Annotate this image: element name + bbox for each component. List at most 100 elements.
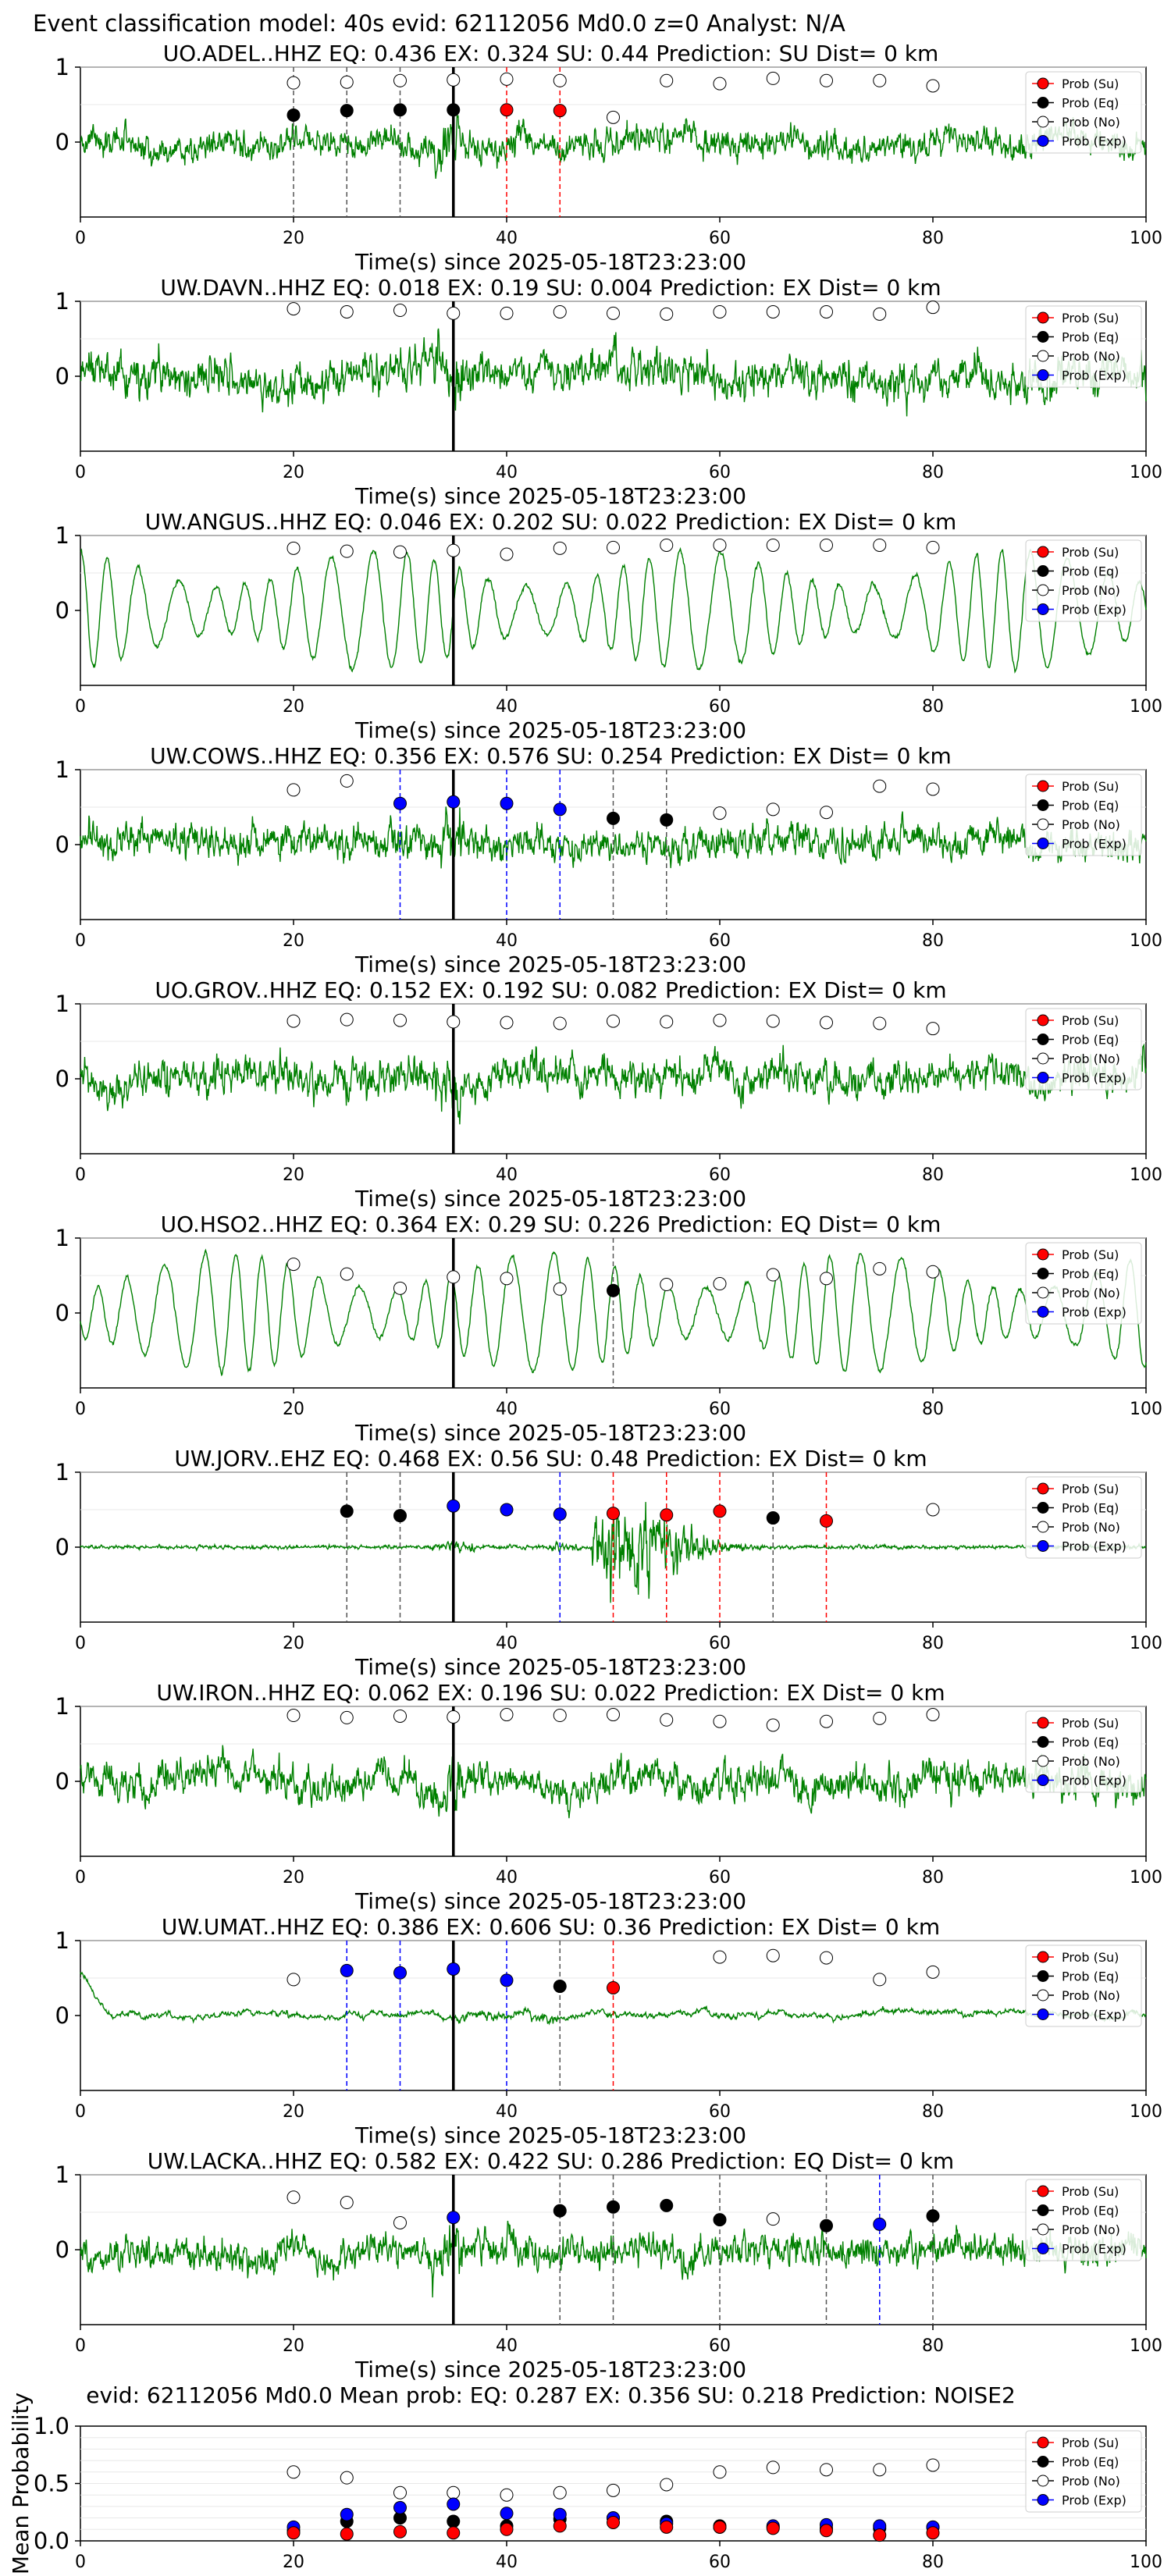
- legend-label-su: Prob (Su): [1062, 779, 1119, 794]
- panel-3: UW.ANGUS..HHZ EQ: 0.046 EX: 0.202 SU: 0.…: [55, 509, 1162, 743]
- noise-prob-marker: [926, 1503, 940, 1517]
- x-axis-label: Time(s) since 2025-05-18T23:23:00: [354, 249, 746, 275]
- legend-marker-exp: [1037, 135, 1049, 147]
- x-tick-label: 0: [75, 2102, 86, 2122]
- legend-label-eq: Prob (Eq): [1062, 2204, 1119, 2218]
- noise-prob-marker: [553, 1709, 567, 1723]
- noise-prob-marker: [660, 73, 674, 87]
- noise-prob-marker: [500, 1016, 514, 1030]
- legend-label-no: Prob (No): [1062, 1988, 1120, 2003]
- legend-label-exp: Prob (Exp): [1062, 368, 1127, 383]
- y-tick-label: 0: [55, 1768, 69, 1795]
- legend-marker-exp: [1037, 369, 1049, 381]
- x-tick-label: 0: [75, 1634, 86, 1653]
- legend-marker-no: [1037, 818, 1049, 831]
- legend-label-exp: Prob (Exp): [1062, 1774, 1127, 1788]
- exp-prob-marker: [447, 795, 461, 809]
- legend-label-no: Prob (No): [1062, 817, 1120, 832]
- noise-prob-marker: [340, 75, 354, 89]
- x-tick-label: 100: [1130, 2553, 1162, 2572]
- y-tick-label: 0: [55, 597, 69, 624]
- legend-marker-eq: [1037, 97, 1049, 109]
- su-prob-marker: [607, 1980, 620, 1994]
- no-mean-prob-marker: [766, 2460, 780, 2475]
- exp-prob-marker: [340, 1963, 354, 1977]
- noise-prob-marker: [287, 1973, 301, 1987]
- legend-marker-exp: [1037, 1540, 1049, 1552]
- x-axis-label: Time(s) since 2025-05-18T23:23:00: [354, 717, 746, 743]
- noise-prob-marker: [500, 1708, 514, 1722]
- y-tick-label: 0: [55, 1300, 69, 1326]
- waveform-trace: [80, 113, 1147, 180]
- legend-label-no: Prob (No): [1062, 2222, 1120, 2237]
- noise-prob-marker: [713, 304, 727, 318]
- legend-label-su: Prob (Su): [1062, 2435, 1119, 2450]
- x-tick-label: 100: [1130, 1165, 1162, 1185]
- noise-prob-marker: [447, 306, 461, 320]
- panel-11: evid: 62112056 Md0.0 Mean prob: EQ: 0.28…: [8, 2382, 1162, 2574]
- legend-label-exp: Prob (Exp): [1062, 603, 1127, 617]
- eq-prob-marker: [607, 811, 620, 825]
- exp-prob-marker: [447, 1962, 461, 1976]
- noise-prob-marker: [713, 806, 727, 820]
- panel-title: UW.COWS..HHZ EQ: 0.356 EX: 0.576 SU: 0.2…: [150, 743, 952, 769]
- legend-marker-exp: [1037, 1774, 1049, 1786]
- panel-title: UW.JORV..EHZ EQ: 0.468 EX: 0.56 SU: 0.48…: [174, 1446, 927, 1471]
- noise-prob-marker: [926, 1265, 940, 1279]
- su-prob-marker: [820, 1514, 833, 1528]
- noise-prob-marker: [393, 1281, 407, 1295]
- legend-label-exp: Prob (Exp): [1062, 1305, 1127, 1320]
- noise-prob-marker: [287, 302, 301, 316]
- x-tick-label: 0: [75, 1165, 86, 1185]
- x-tick-label: 100: [1130, 1868, 1162, 1888]
- noise-prob-marker: [820, 1714, 833, 1728]
- exp-mean-prob-marker: [553, 2507, 567, 2521]
- x-tick-label: 40: [496, 2336, 518, 2356]
- noise-prob-marker: [873, 1016, 887, 1030]
- noise-prob-marker: [287, 76, 301, 90]
- no-mean-prob-marker: [500, 2488, 514, 2502]
- y-tick-label: 0.5: [34, 2471, 69, 2497]
- legend-marker-su: [1037, 2436, 1049, 2449]
- y-tick-label: 0: [55, 129, 69, 155]
- x-tick-label: 20: [283, 229, 304, 248]
- exp-prob-marker: [500, 1503, 514, 1517]
- panel-title: UO.ADEL..HHZ EQ: 0.436 EX: 0.324 SU: 0.4…: [163, 41, 939, 66]
- panels: UO.ADEL..HHZ EQ: 0.436 EX: 0.324 SU: 0.4…: [8, 41, 1162, 2574]
- legend-label-eq: Prob (Eq): [1062, 1735, 1119, 1750]
- legend-label-eq: Prob (Eq): [1062, 564, 1119, 579]
- legend-marker-su: [1037, 1014, 1049, 1026]
- exp-mean-prob-marker: [447, 2497, 461, 2511]
- legend: Prob (Su) Prob (Eq) Prob (No) Prob (Exp): [1025, 1008, 1142, 1091]
- x-axis-label: Time(s) since 2025-05-18T23:23:00: [354, 952, 746, 977]
- eq-prob-marker: [660, 2198, 674, 2212]
- noise-prob-marker: [926, 782, 940, 796]
- panel-4: UW.COWS..HHZ EQ: 0.356 EX: 0.576 SU: 0.2…: [55, 743, 1162, 977]
- noise-prob-marker: [500, 72, 514, 86]
- noise-prob-marker: [340, 304, 354, 318]
- legend-marker-exp: [1037, 1072, 1049, 1083]
- legend-label-no: Prob (No): [1062, 1051, 1120, 1066]
- y-tick-label: 0: [55, 831, 69, 858]
- no-mean-prob-marker: [873, 2463, 887, 2477]
- legend-label-exp: Prob (Exp): [1062, 2242, 1127, 2257]
- noise-prob-marker: [766, 71, 780, 85]
- noise-prob-marker: [766, 538, 780, 552]
- noise-prob-marker: [340, 774, 354, 788]
- legend-frame: [1025, 1008, 1142, 1091]
- panel-2: UW.DAVN..HHZ EQ: 0.018 EX: 0.19 SU: 0.00…: [55, 275, 1162, 509]
- legend-frame: [1025, 305, 1142, 388]
- noise-prob-marker: [500, 547, 514, 561]
- eq-prob-marker: [553, 2204, 567, 2218]
- x-tick-label: 80: [922, 1165, 944, 1185]
- x-tick-label: 20: [283, 1634, 304, 1653]
- y-tick-label: 0: [55, 363, 69, 390]
- x-tick-label: 80: [922, 463, 944, 482]
- noise-prob-marker: [926, 1708, 940, 1722]
- noise-prob-marker: [500, 1272, 514, 1286]
- x-tick-label: 100: [1130, 1400, 1162, 1419]
- x-tick-label: 60: [709, 1400, 731, 1419]
- legend: Prob (Su) Prob (Eq) Prob (No) Prob (Exp): [1025, 539, 1142, 622]
- x-tick-label: 0: [75, 463, 86, 482]
- no-mean-prob-marker: [447, 2485, 461, 2500]
